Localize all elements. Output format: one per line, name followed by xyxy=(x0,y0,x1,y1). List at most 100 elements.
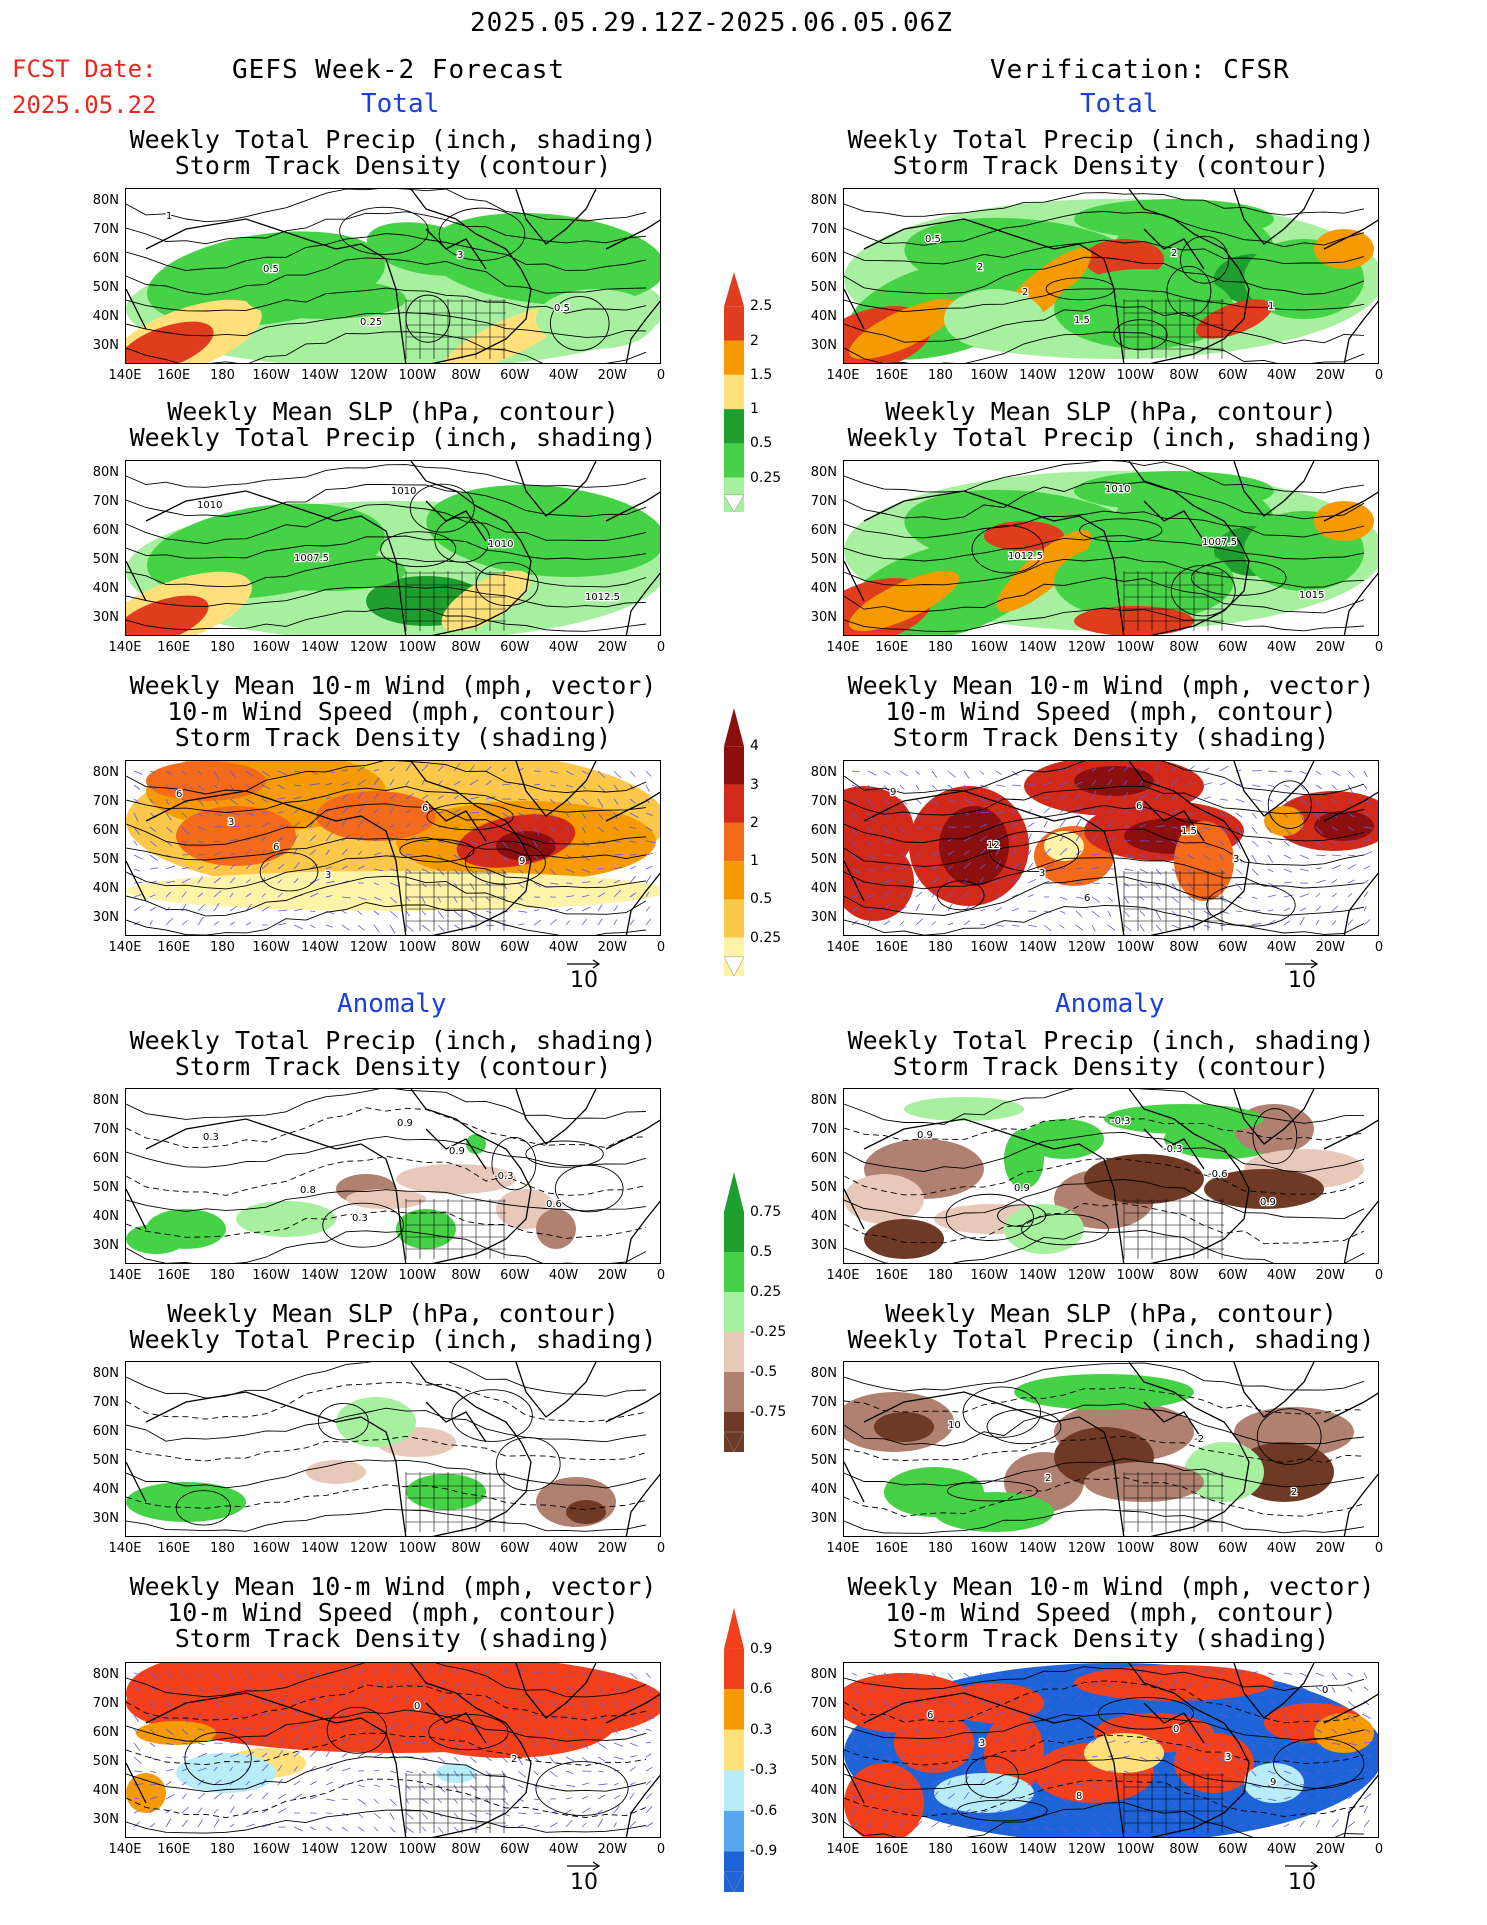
vf-anom-slp-shade-11 xyxy=(1084,1462,1204,1502)
vf-anom-precip-shade-14 xyxy=(864,1219,944,1259)
vf-anom-precip-shade-13 xyxy=(1004,1204,1084,1254)
colorbar-storm_total-top-arrow xyxy=(724,708,744,747)
vf-total-wind-contour-label-1: 6 xyxy=(1136,801,1142,812)
fc-anom-precip-lat-label: 30N xyxy=(92,1238,119,1253)
fc-anom-precip-lat-label: 50N xyxy=(92,1180,119,1195)
fc-anom-slp-lat-label: 60N xyxy=(92,1424,119,1439)
vf-total-precip-lon-label: 160E xyxy=(875,368,909,383)
vf-anom-precip-lon-label: 120W xyxy=(1067,1268,1106,1283)
verification-title: Verification: CFSR xyxy=(990,55,1290,85)
fc-total-precip-title-line-1: Weekly Total Precip (inch, shading) xyxy=(129,125,657,154)
vf-anom-slp-lon-label: 100W xyxy=(1116,1541,1155,1556)
vf-anom-slp-lon-label: 140E xyxy=(826,1541,860,1556)
vf-anom-slp-lon-label: 80W xyxy=(1169,1541,1199,1556)
colorbar-storm_total-segment-0 xyxy=(724,746,744,785)
vf-total-precip-shade-9 xyxy=(1314,229,1374,269)
vf-anom-wind-lat-label: 60N xyxy=(810,1725,837,1740)
fc-total-slp-lon-label: 160E xyxy=(157,640,191,655)
fc-anom-precip-shade-3 xyxy=(126,1224,186,1254)
fc-anom-slp-lon-label: 80W xyxy=(451,1541,481,1556)
vf-anom-slp-lat-label: 50N xyxy=(810,1453,837,1468)
fc-total-wind-contour-label-5: 6 xyxy=(273,842,279,853)
colorbar-precip_total-label-3: 1 xyxy=(750,401,759,418)
fc-anom-wind-reference-vector-label: 10 xyxy=(570,1870,598,1895)
fc-total-slp-lon-label: 80W xyxy=(451,640,481,655)
fc-total-slp-lon-label: 100W xyxy=(398,640,437,655)
fc-anom-precip-lon-label: 140W xyxy=(301,1268,339,1283)
vf-total-precip-title-line-2: Storm Track Density (contour) xyxy=(892,151,1330,180)
fc-anom-precip-contour-label-6: -0.3 xyxy=(494,1171,514,1182)
colorbar-precip_total-segment-1 xyxy=(724,340,744,375)
vf-total-wind-lon-label: 20W xyxy=(1315,940,1345,955)
vf-total-slp-lon-label: 160W xyxy=(970,640,1009,655)
vf-anom-precip-lon-label: 140W xyxy=(1019,1268,1057,1283)
fc-total-wind-map-svg: 3 3 6 9 6 6 xyxy=(126,761,660,935)
fc-total-slp-shade-4 xyxy=(126,595,209,635)
fc-anom-precip-lat-label: 60N xyxy=(92,1151,119,1166)
section-anomaly-right: Anomaly xyxy=(1055,989,1165,1019)
vf-total-wind-lon-label: 160W xyxy=(970,940,1009,955)
fc-total-precip-shade-7 xyxy=(366,222,486,276)
vf-anom-slp-lat-label: 40N xyxy=(810,1482,837,1497)
vf-total-slp-shade-10 xyxy=(996,530,1092,612)
fc-anom-precip-lon-label: 120W xyxy=(349,1268,388,1283)
fc-anom-wind-lat-label: 60N xyxy=(92,1725,119,1740)
vf-total-precip-contours xyxy=(844,192,1365,363)
vf-anom-precip-lat-label: 40N xyxy=(810,1209,837,1224)
fc-anom-precip-lat-label: 40N xyxy=(92,1209,119,1224)
fc-anom-slp-lat-label: 80N xyxy=(92,1366,119,1381)
vf-total-slp-shade-11 xyxy=(1054,541,1234,621)
fc-total-precip-lon-label: 180 xyxy=(210,368,235,383)
colorbar-precip_anom-label-0: 0.75 xyxy=(750,1204,782,1220)
vf-anom-wind-lon-label: 120W xyxy=(1067,1842,1106,1857)
vf-anom-slp-lon-label: 140W xyxy=(1019,1541,1057,1556)
fc-anom-slp-lon-label: 160W xyxy=(252,1541,291,1556)
vf-anom-precip-lon-label: 100W xyxy=(1116,1268,1155,1283)
fc-total-wind-title-line-3: Storm Track Density (shading) xyxy=(174,723,612,752)
fc-anom-precip-title-line-1: Weekly Total Precip (inch, shading) xyxy=(129,1026,657,1055)
fc-total-wind-title-line-1: Weekly Mean 10-m Wind (mph, vector) xyxy=(129,671,657,700)
fc-total-slp-lat-label: 50N xyxy=(92,552,119,567)
fc-anom-wind-title-line-2: 10-m Wind Speed (mph, contour) xyxy=(167,1598,619,1627)
fc-anom-wind-shade-7 xyxy=(436,1763,476,1783)
colorbar-precip_anom-segment-2 xyxy=(724,1292,744,1332)
vf-anom-precip-coastlines xyxy=(844,1089,1378,1263)
vf-total-precip-contour-label-0: 2 xyxy=(977,262,983,273)
vf-total-slp-lat-label: 80N xyxy=(810,465,837,480)
fc-total-slp-map-svg: 1010 1007.5 1010 1010 1012.5 xyxy=(126,461,660,635)
vf-total-wind-contour-label-3: 9 xyxy=(890,787,896,798)
fc-total-slp-title-line-2: Weekly Total Precip (inch, shading) xyxy=(129,423,657,452)
vf-total-wind-lat-label: 50N xyxy=(810,852,837,867)
fc-total-slp-coastlines xyxy=(126,461,660,635)
fc-anom-precip-title-line-2: Storm Track Density (contour) xyxy=(174,1052,612,1081)
colorbar-storm_anom-label-5: -0.9 xyxy=(750,1843,778,1860)
colorbar-storm_anom-segment-4 xyxy=(724,1810,744,1852)
fc-anom-precip-shading xyxy=(126,1134,576,1254)
vf-anom-wind-contour-label-6: 6 xyxy=(927,1710,933,1721)
fc-total-slp-lon-label: 20W xyxy=(597,640,627,655)
fc-total-slp-lon-label: 140W xyxy=(301,640,339,655)
vf-total-slp-lon-label: 0 xyxy=(1374,640,1384,655)
vf-total-precip-lat-label: 50N xyxy=(810,280,837,295)
vf-anom-wind-lon-label: 140W xyxy=(1019,1842,1057,1857)
fc-total-wind-lon-label: 160E xyxy=(157,940,191,955)
fc-anom-precip-lat-label: 70N xyxy=(92,1122,119,1137)
colorbar-storm_total-label-5: 0.25 xyxy=(750,929,782,946)
colorbar-precip_anom-segment-4 xyxy=(724,1372,744,1412)
fc-total-wind-contour-label-0: 3 xyxy=(228,817,234,828)
vf-anom-slp-shade-6 xyxy=(1234,1442,1334,1502)
vf-anom-slp-lon-label: 0 xyxy=(1374,1541,1384,1556)
vf-anom-slp-lon-label: 20W xyxy=(1315,1541,1345,1556)
fc-anom-slp-lat-label: 50N xyxy=(92,1453,119,1468)
fc-anom-wind-contours xyxy=(126,1663,647,1834)
vf-total-wind-lat-label: 40N xyxy=(810,881,837,896)
fc-total-wind-contour-label-3: 9 xyxy=(519,856,525,867)
colorbar-storm_anom-segment-1 xyxy=(724,1689,744,1730)
fc-anom-wind-reference-vector-icon xyxy=(567,1861,601,1871)
vf-anom-precip-contour-label-1: 0.9 xyxy=(1260,1197,1276,1208)
vf-total-slp-lat-label: 30N xyxy=(810,610,837,625)
colorbar-precip_anom-bottom-arrow xyxy=(723,1431,745,1453)
fc-total-wind-lat-label: 40N xyxy=(92,881,119,896)
vf-anom-wind-shading xyxy=(844,1663,1378,1837)
vf-total-slp-lon-label: 140E xyxy=(826,640,860,655)
